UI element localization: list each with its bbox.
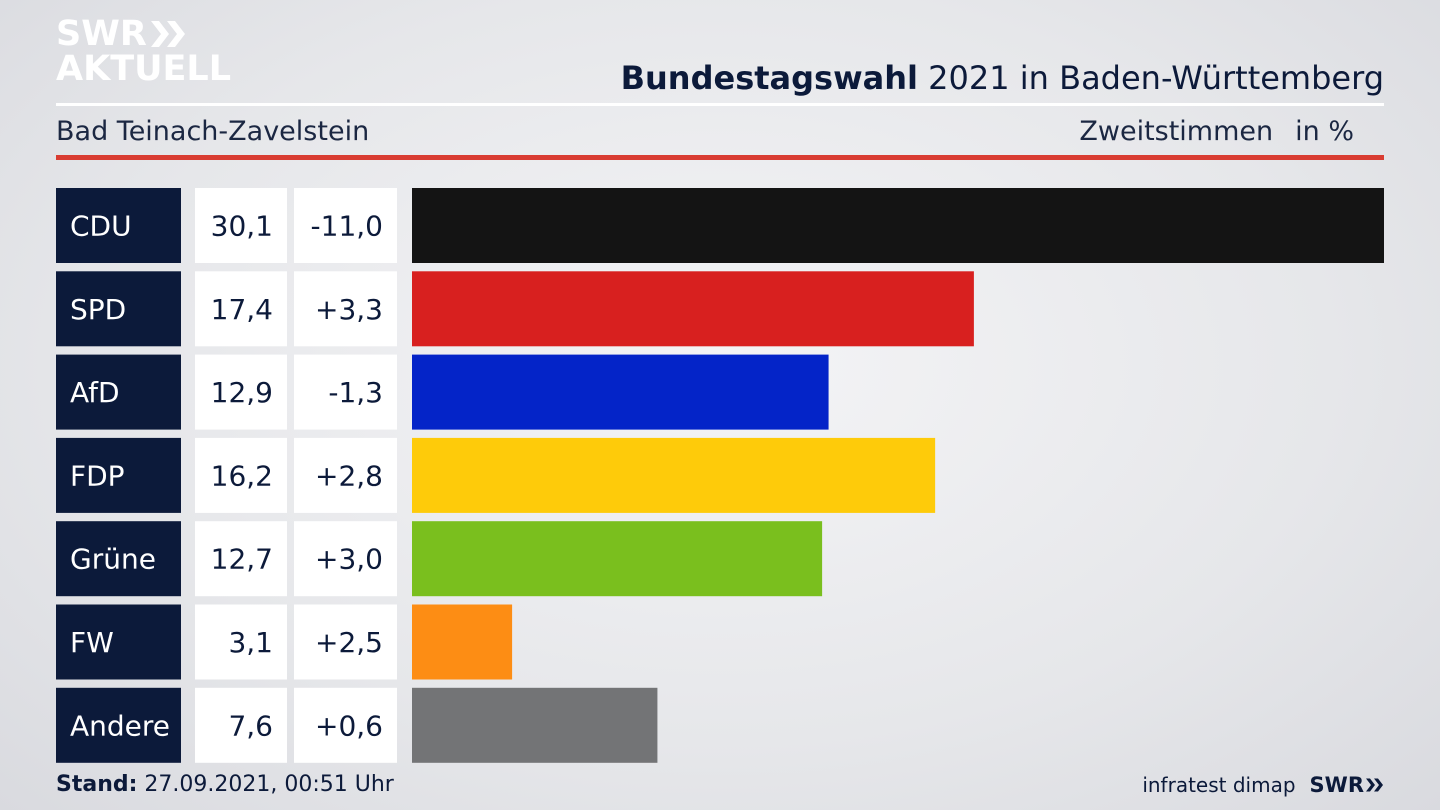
change-box (294, 604, 397, 680)
vote-share-label: 16,2 (211, 459, 273, 492)
accent-divider (56, 155, 1384, 160)
page-title: Bundestagswahl 2021 in Baden-Württemberg (621, 58, 1384, 98)
header-divider (56, 103, 1384, 106)
party-row: Grüne 12,7 +3,0 (56, 521, 823, 597)
unit-label: in % (1295, 116, 1354, 147)
source-credit: infratest dimap SWR (1142, 770, 1384, 800)
value-box (195, 687, 287, 763)
party-label-box (56, 687, 181, 763)
timestamp: Stand: 27.09.2021, 00:51 Uhr (56, 770, 394, 800)
logo-aktuell-text: AKTUELL (56, 49, 232, 89)
result-bar (412, 271, 974, 347)
party-name: SPD (70, 293, 126, 326)
source-label: infratest dimap (1142, 773, 1296, 797)
change-box (294, 271, 397, 347)
vote-share-label: 3,1 (228, 626, 273, 659)
value-box (195, 604, 287, 680)
change-label: +2,8 (315, 459, 383, 492)
result-bar (412, 188, 1384, 263)
logo-swr-text: SWR (56, 13, 147, 54)
party-name: Andere (70, 709, 170, 742)
measure-label: Zweitstimmen (1079, 116, 1274, 147)
swr-aktuell-logo: SWR AKTUELL (56, 13, 232, 92)
change-box (294, 354, 397, 430)
title-bold: Bundestagswahl (620, 59, 918, 97)
party-row: CDU 30,1 -11,0 (56, 188, 1384, 263)
result-bar (412, 437, 936, 513)
vote-share-label: 12,9 (211, 376, 273, 409)
result-bar (412, 521, 823, 597)
footer-swr-logo: SWR (1310, 770, 1384, 800)
stand-label: Stand: (56, 772, 138, 797)
party-row: Andere 7,6 +0,6 (56, 687, 658, 763)
value-box (195, 188, 287, 263)
change-box (294, 437, 397, 513)
party-name: FDP (70, 459, 125, 492)
change-box (294, 687, 397, 763)
party-row: FW 3,1 +2,5 (56, 604, 513, 680)
party-row: FDP 16,2 +2,8 (56, 437, 936, 513)
party-name: CDU (70, 210, 132, 243)
vote-share-label: 7,6 (228, 709, 273, 742)
vote-share-label: 12,7 (211, 543, 273, 576)
party-name: FW (70, 626, 114, 659)
party-label-box (56, 188, 181, 263)
result-bar (412, 354, 829, 430)
party-label-box (56, 354, 181, 430)
title-rest: 2021 in Baden-Württemberg (917, 59, 1384, 97)
change-label: +3,3 (315, 293, 383, 326)
vote-share-label: 30,1 (211, 210, 273, 243)
change-label: +3,0 (315, 543, 383, 576)
double-chevron-icon (150, 21, 185, 47)
change-label: +2,5 (315, 626, 383, 659)
result-bar (412, 687, 658, 763)
change-label: +0,6 (315, 709, 383, 742)
change-box (294, 188, 397, 263)
stand-value: 27.09.2021, 00:51 Uhr (137, 772, 394, 797)
party-name: Grüne (70, 543, 156, 576)
value-box (195, 354, 287, 430)
party-label-box (56, 521, 181, 597)
change-label: -1,3 (328, 376, 383, 409)
party-row: AfD 12,9 -1,3 (56, 354, 829, 430)
value-box (195, 271, 287, 347)
change-box (294, 521, 397, 597)
footer-swr-text: SWR (1309, 773, 1364, 797)
measure-info: Zweitstimmen in % (1079, 114, 1354, 150)
region-name: Bad Teinach-Zavelstein (56, 116, 370, 147)
party-name: AfD (70, 376, 120, 409)
result-bar (412, 604, 513, 680)
value-box (195, 437, 287, 513)
party-row: SPD 17,4 +3,3 (56, 271, 974, 347)
party-label-box (56, 604, 181, 680)
vote-share-label: 17,4 (211, 293, 273, 326)
party-label-box (56, 437, 181, 513)
value-box (195, 521, 287, 597)
double-chevron-icon (1366, 778, 1383, 792)
party-label-box (56, 271, 181, 347)
change-label: -11,0 (311, 210, 383, 243)
